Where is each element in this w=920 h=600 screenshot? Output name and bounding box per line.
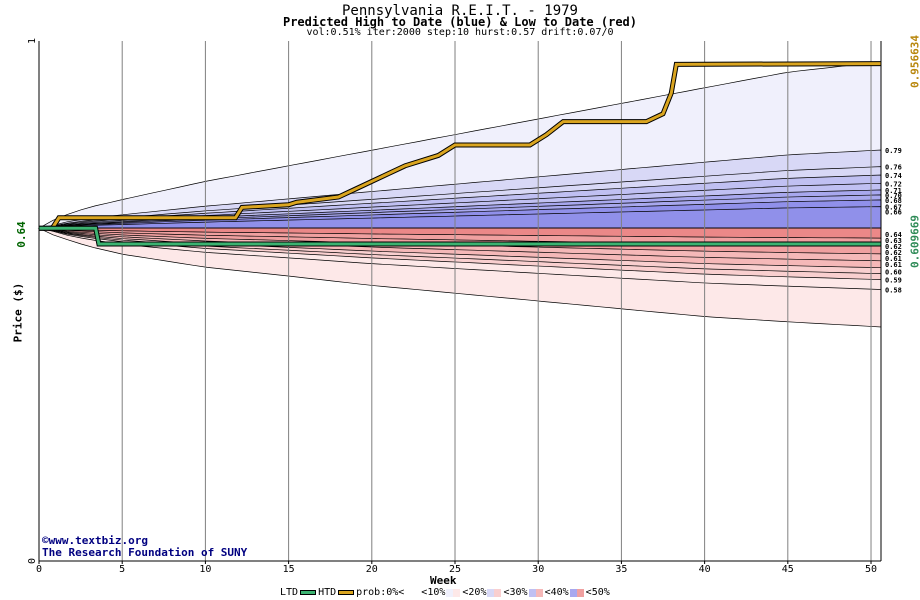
- x-tick-label-45: 45: [782, 564, 794, 575]
- low-band-end-label-3: 0.62: [885, 249, 902, 257]
- band-end-labels: 0.79 0.760.740.720.710.700.680.670.66 0.64…: [885, 147, 902, 294]
- high-band-end-label-3: 0.72: [885, 180, 902, 188]
- x-tick-label-50: 50: [865, 564, 877, 575]
- legend-bin-40: <40%: [544, 587, 569, 598]
- low-band-end-label-6: 0.60: [885, 269, 902, 277]
- x-tick-label-25: 25: [449, 564, 461, 575]
- legend-htd-swatch: [338, 590, 355, 595]
- org-credit: The Research Foundation of SUNY: [42, 546, 248, 559]
- legend-swatch-0: [405, 588, 420, 597]
- high-band-end-label-5: 0.70: [885, 192, 902, 200]
- y-tick-label-1: 1: [27, 38, 38, 44]
- legend-swatch-10: [446, 588, 461, 597]
- series-lines: [39, 61, 882, 247]
- grid-lines: [38, 41, 872, 561]
- low-band-end-label-1: 0.63: [885, 237, 902, 245]
- low-band-end-label-2: 0.62: [885, 243, 902, 251]
- x-tick-label-40: 40: [699, 564, 711, 575]
- legend-swatch-30: [528, 588, 543, 597]
- low-band-end-label-8: 0.58: [885, 286, 902, 294]
- x-tick-label-0: 0: [36, 564, 42, 575]
- legend-ltd-label: LTD: [280, 587, 299, 598]
- start-value-label: 0.64: [14, 221, 28, 248]
- high-band-end-label-8: 0.66: [885, 209, 902, 217]
- y-axis-label: Price ($): [11, 282, 25, 343]
- x-axis-label: Week: [430, 574, 457, 587]
- low-band-end-label-5: 0.61: [885, 261, 902, 269]
- legend-bin-50: <50%: [585, 587, 610, 598]
- x-tick-label-15: 15: [283, 564, 295, 575]
- high-band-end-label-0: 0.79: [885, 147, 902, 155]
- chart-subtitle: Predicted High to Date (blue) & Low to D…: [282, 15, 637, 29]
- site-credit: ©www.textbiz.org: [42, 534, 148, 547]
- x-tick-label-20: 20: [366, 564, 378, 575]
- probability-bands: [37, 61, 882, 328]
- legend: LTD HTD prob:0%< <10% <20% <30% <40% <50…: [280, 587, 610, 598]
- lower-band-8: [38, 227, 882, 239]
- high-band-end-label-1: 0.76: [885, 164, 902, 172]
- low-band-end-label-0: 0.64: [885, 231, 902, 239]
- high-end-value-label: 0.956634: [908, 35, 920, 88]
- upper-band-8: [38, 206, 882, 229]
- low-band-end-label-4: 0.61: [885, 255, 902, 263]
- legend-prob-label: prob:0%<: [356, 587, 405, 598]
- x-tick-label-35: 35: [615, 564, 627, 575]
- htd-line: [39, 62, 882, 230]
- low-band-end-label-7: 0.59: [885, 277, 902, 285]
- legend-bin-30: <30%: [503, 587, 528, 598]
- legend-bin-20: <20%: [462, 587, 487, 598]
- legend-ltd-swatch: [300, 590, 317, 595]
- axes: [38, 41, 882, 562]
- tick-labels: 0 5 10 15 20 25 30 35 40 45 50 0 1: [27, 38, 877, 575]
- ltd-line: [39, 226, 881, 246]
- legend-swatch-40: [569, 588, 584, 597]
- y-tick-label-0: 0: [27, 558, 38, 564]
- legend-bin-10: <10%: [421, 587, 446, 598]
- legend-swatch-20: [487, 588, 502, 597]
- chart-title: Pennsylvania R.E.I.T. - 1979: [341, 3, 578, 19]
- high-band-end-label-7: 0.67: [885, 204, 902, 212]
- low-end-value-label: 0.609669: [908, 215, 920, 268]
- high-band-end-label-2: 0.74: [885, 172, 902, 180]
- x-tick-label-5: 5: [119, 564, 125, 575]
- x-tick-label-30: 30: [532, 564, 544, 575]
- high-band-end-label-6: 0.68: [885, 197, 902, 205]
- high-band-end-label-4: 0.71: [885, 187, 902, 195]
- chart-parameters: vol:0.51% iter:2000 step:10 hurst:0.57 d…: [306, 27, 614, 38]
- legend-htd-label: HTD: [318, 587, 337, 598]
- x-tick-label-10: 10: [199, 564, 211, 575]
